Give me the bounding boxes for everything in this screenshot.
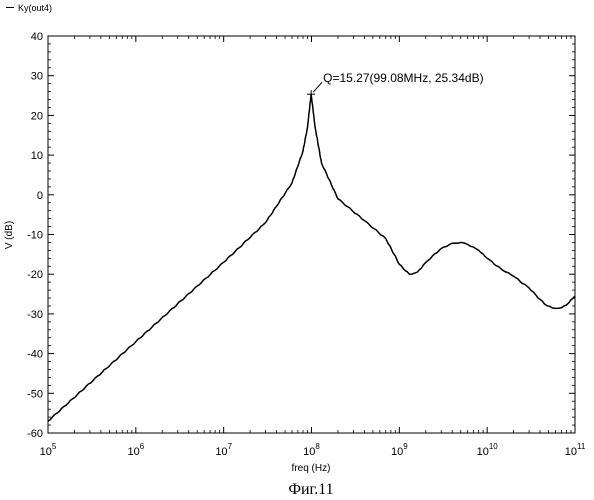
peak-annotation: Q=15.27(99.08MHz, 25.34dB) [323, 71, 483, 85]
y-tick-label: 20 [31, 110, 43, 122]
x-tick-label: 1010 [477, 442, 499, 458]
annotation-layer: Q=15.27(99.08MHz, 25.34dB) [307, 71, 483, 98]
y-tick-label: -30 [27, 309, 43, 321]
x-axis: 105 106 107 108 109 1010 1011 [40, 36, 586, 458]
series-line [48, 94, 575, 421]
y-tick-label: -50 [27, 388, 43, 400]
y-axis: 40 30 20 10 0 -10 -20 -30 -40 -50 -60 [27, 31, 575, 440]
figure-caption: Фиг.11 [288, 481, 333, 498]
y-tick-label: 30 [31, 71, 43, 83]
x-tick-label: 108 [303, 442, 320, 458]
y-tick-label: -60 [27, 428, 43, 440]
legend-label: Ky(out4) [18, 3, 52, 13]
y-tick-label: 10 [31, 150, 43, 162]
series-layer [48, 94, 575, 421]
x-tick-label: 1011 [565, 442, 586, 458]
y-tick-label: -40 [27, 349, 43, 361]
y-tick-label: -10 [27, 230, 43, 242]
y-tick-label: 40 [31, 31, 43, 43]
y-axis-label: V (dB) [4, 221, 15, 249]
y-tick-label: 0 [37, 190, 43, 202]
x-tick-label: 109 [391, 442, 408, 458]
x-tick-label: 105 [40, 442, 57, 458]
annotation-leader [313, 82, 322, 92]
x-axis-label: freq (Hz) [292, 463, 331, 474]
x-tick-label: 106 [127, 442, 144, 458]
y-tick-label: -20 [27, 269, 43, 281]
x-tick-label: 107 [215, 442, 232, 458]
legend: Ky(out4) [6, 3, 52, 13]
